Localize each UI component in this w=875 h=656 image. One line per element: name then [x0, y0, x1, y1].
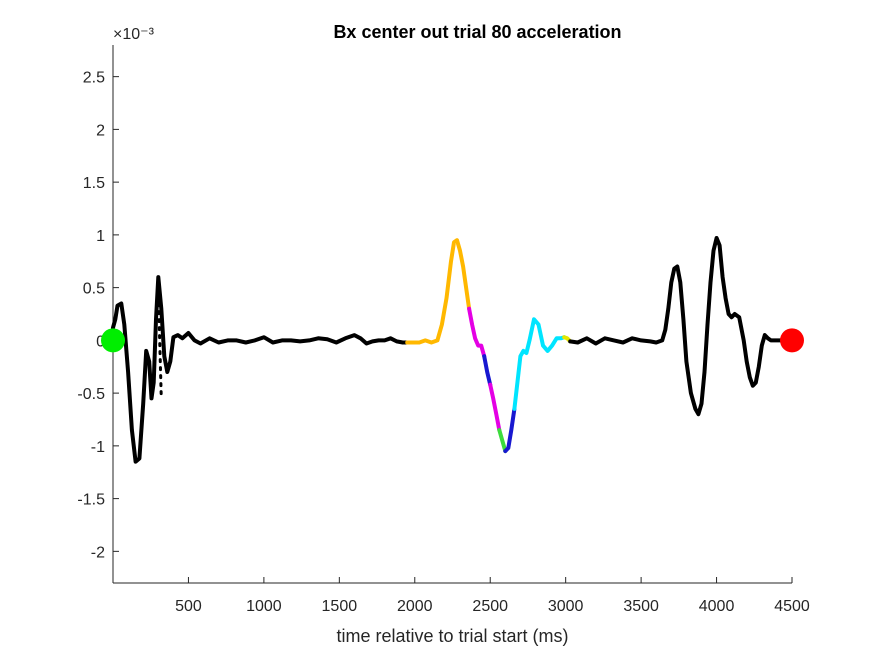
series-line-9 — [568, 236, 794, 417]
x-tick-label: 2000 — [397, 598, 433, 615]
series-line-2 — [467, 306, 487, 359]
chart-title: Bx center out trial 80 acceleration — [333, 22, 621, 42]
y-tick-label: 0 — [96, 333, 105, 350]
x-tick-label: 500 — [175, 598, 202, 615]
x-tick-label: 1500 — [322, 598, 358, 615]
y-tick-label: 1.5 — [83, 175, 105, 192]
y-tick-label: -1 — [91, 439, 105, 456]
x-tick-label: 3000 — [548, 598, 584, 615]
series-layer — [111, 236, 794, 464]
series-line-3 — [482, 354, 493, 387]
y-tick-label: 2.5 — [83, 70, 105, 87]
y-tick-label: 2 — [96, 122, 105, 139]
x-tick-label: 1000 — [246, 598, 282, 615]
x-axis-label: time relative to trial start (ms) — [336, 626, 568, 646]
x-tick-label: 4500 — [774, 598, 810, 615]
x-tick-label: 3500 — [623, 598, 659, 615]
series-line-0 — [111, 275, 410, 464]
axes: 500 1000 1500 2000 2500 3000 3500 4000 4500 -2 -1.… — [77, 45, 810, 615]
series-line-6 — [503, 406, 517, 454]
series-line-7 — [512, 317, 567, 411]
x-tick-label: 2500 — [472, 598, 508, 615]
series-line-4 — [488, 382, 502, 432]
y-tick-label: -1.5 — [77, 492, 105, 509]
x-tick-label: 4000 — [699, 598, 735, 615]
plot-background — [113, 45, 792, 583]
series-line-1 — [405, 238, 472, 345]
dotted-segment — [156, 286, 163, 400]
y-tick-label: 0.5 — [83, 281, 105, 298]
start-marker — [101, 328, 125, 353]
y-tick-label: 1 — [96, 228, 105, 245]
plot-area — [113, 45, 792, 583]
series-line-5 — [497, 428, 508, 454]
y-axis-exponent: ×10⁻³ — [113, 26, 155, 43]
marker-layer — [101, 328, 804, 353]
y-tick-label: -2 — [91, 544, 105, 561]
y-tick-label: -0.5 — [77, 386, 105, 403]
end-marker — [780, 328, 804, 353]
